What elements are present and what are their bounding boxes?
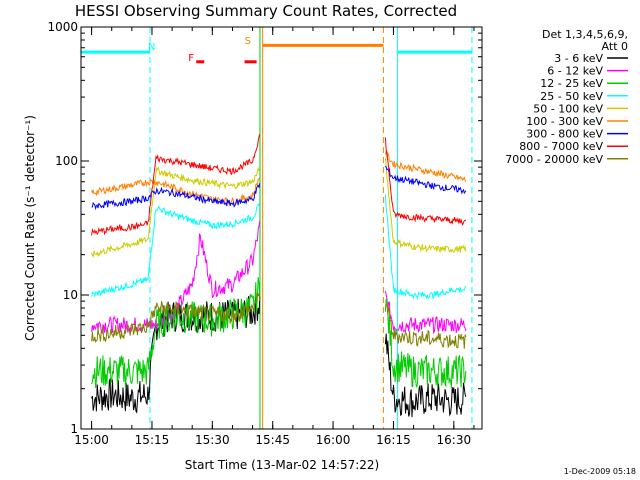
legend-entry: 100 - 300 keV bbox=[526, 115, 603, 128]
x-tick-label: 16:30 bbox=[437, 433, 472, 447]
x-tick-label: 16:00 bbox=[316, 433, 351, 447]
legend-entry: 6 - 12 keV bbox=[547, 65, 603, 78]
annotation-n: N bbox=[148, 42, 155, 53]
series-line bbox=[91, 134, 467, 236]
x-tick-label: 16:15 bbox=[376, 433, 411, 447]
legend-title: Det 1,3,4,5,6,9, bbox=[542, 28, 628, 41]
x-axis-label: Start Time (13-Mar-02 14:57:22) bbox=[185, 458, 379, 472]
series-line bbox=[91, 292, 467, 349]
annotation-f: F bbox=[188, 53, 194, 64]
legend-entry: 800 - 7000 keV bbox=[519, 140, 603, 153]
legend-title: Att 0 bbox=[602, 40, 628, 53]
plot-frame bbox=[80, 26, 483, 430]
series-line bbox=[91, 292, 467, 418]
series-line bbox=[91, 158, 467, 258]
y-tick-label: 1 bbox=[70, 422, 78, 436]
y-axis-label: Corrected Count Rate (s⁻¹ detector⁻¹) bbox=[23, 115, 37, 341]
legend-entry: 50 - 100 keV bbox=[533, 102, 603, 115]
y-tick-label: 1000 bbox=[47, 20, 78, 34]
legend-entry: 12 - 25 keV bbox=[540, 77, 603, 90]
series-line bbox=[91, 194, 467, 300]
legend-entry: 7000 - 20000 keV bbox=[505, 153, 603, 166]
y-tick-label: 10 bbox=[63, 288, 78, 302]
chart-title: HESSI Observing Summary Count Rates, Cor… bbox=[75, 2, 457, 20]
annotation-s: S bbox=[245, 36, 251, 47]
y-tick-label: 100 bbox=[55, 154, 78, 168]
x-tick-label: 15:45 bbox=[255, 433, 290, 447]
series-line bbox=[91, 165, 467, 211]
x-tick-label: 15:00 bbox=[74, 433, 109, 447]
x-tick-label: 15:15 bbox=[135, 433, 170, 447]
legend-entry: 300 - 800 keV bbox=[526, 128, 603, 141]
x-tick-label: 15:30 bbox=[195, 433, 230, 447]
footer-timestamp: 1-Dec-2009 05:18 bbox=[564, 467, 636, 476]
legend-entry: 3 - 6 keV bbox=[554, 52, 603, 65]
legend-entry: 25 - 50 keV bbox=[540, 90, 603, 103]
series-line bbox=[91, 150, 467, 206]
